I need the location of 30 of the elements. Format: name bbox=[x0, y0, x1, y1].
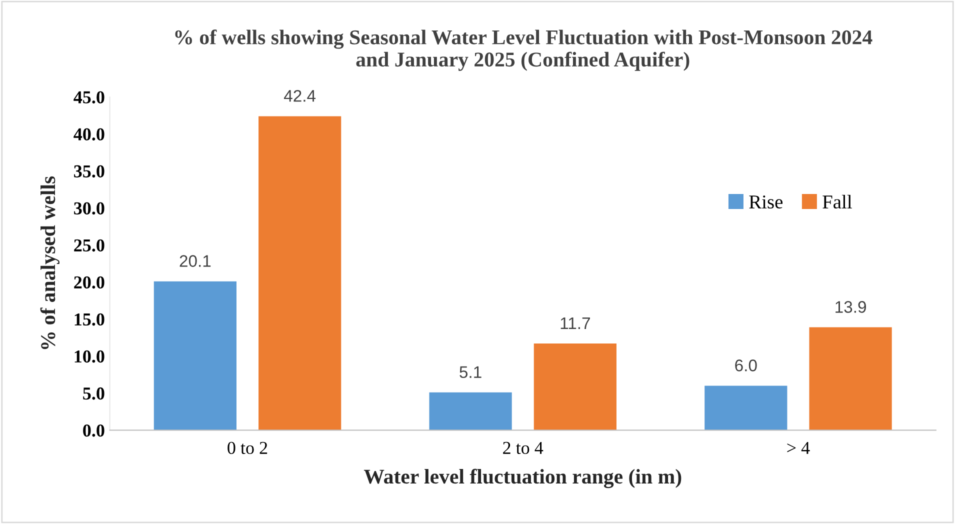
y-tick-label: 10.0 bbox=[74, 350, 104, 363]
data-label: 13.9 bbox=[836, 301, 866, 313]
data-label: 11.7 bbox=[560, 318, 590, 329]
y-tick-label: 25.0 bbox=[74, 239, 104, 252]
bar bbox=[154, 281, 236, 430]
y-tick-label: 5.0 bbox=[83, 387, 104, 400]
y-tick-label: 35.0 bbox=[74, 165, 104, 178]
y-tick-label: 30.0 bbox=[74, 202, 104, 215]
data-label: 42.4 bbox=[284, 90, 316, 102]
x-axis-title: Water level fluctuation range (in m) bbox=[364, 468, 682, 488]
data-label: 6.0 bbox=[735, 360, 757, 372]
x-tick-label: 2 to 4 bbox=[503, 442, 544, 454]
bar bbox=[704, 386, 788, 430]
bar bbox=[809, 327, 892, 430]
data-label: 5.1 bbox=[460, 366, 482, 378]
legend-label: Rise bbox=[749, 195, 782, 209]
bar bbox=[258, 116, 342, 430]
y-tick-label: 15.0 bbox=[74, 313, 104, 326]
y-tick-label: 45.0 bbox=[74, 91, 104, 104]
y-tick-label: 40.0 bbox=[74, 128, 104, 140]
bar bbox=[534, 344, 616, 430]
bar bbox=[429, 392, 512, 430]
y-tick-label: 0.0 bbox=[83, 424, 104, 437]
chart-title: % of wells showing Seasonal Water Level Fluctuation with Post-Monsoon 2024 and January 2025 (Confined Aquifer) bbox=[175, 30, 872, 71]
x-tick-label: > 4 bbox=[787, 442, 810, 454]
x-tick-label: 0 to 2 bbox=[228, 442, 268, 454]
data-label: 20.1 bbox=[180, 255, 211, 267]
y-tick-label: 20.0 bbox=[74, 276, 104, 289]
y-axis-title: % of analysed wells bbox=[40, 176, 60, 350]
legend-label: Fall bbox=[822, 194, 852, 209]
